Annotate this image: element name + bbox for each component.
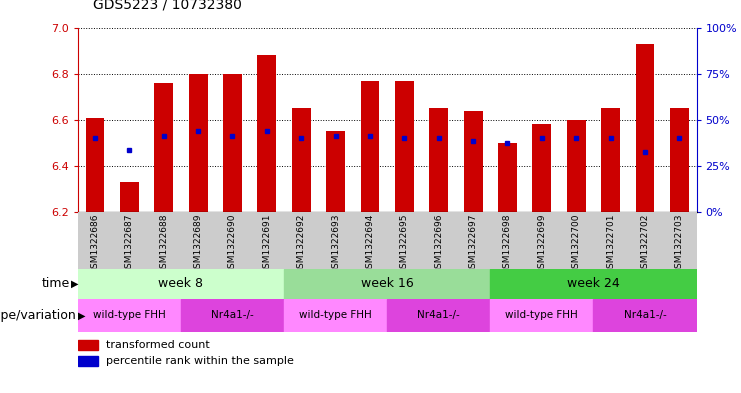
Text: wild-type FHH: wild-type FHH [299, 310, 372, 320]
Bar [491, 269, 697, 299]
Bar [464, 111, 482, 212]
Bar [78, 269, 284, 299]
Text: GSM1322691: GSM1322691 [262, 213, 271, 274]
Bar [223, 74, 242, 212]
Text: wild-type FHH: wild-type FHH [505, 310, 578, 320]
Bar [387, 299, 491, 332]
Bar [670, 108, 689, 212]
Bar [284, 269, 491, 299]
Bar [284, 299, 387, 332]
Text: week 24: week 24 [567, 277, 619, 290]
Text: time: time [41, 277, 70, 290]
Bar [181, 299, 284, 332]
Text: week 8: week 8 [159, 277, 204, 290]
Text: GSM1322690: GSM1322690 [228, 213, 237, 274]
Bar [567, 120, 585, 212]
Text: Nr4a1-/-: Nr4a1-/- [417, 310, 460, 320]
Text: GSM1322692: GSM1322692 [296, 213, 306, 274]
Bar [78, 299, 181, 332]
Bar [78, 356, 99, 366]
Bar [189, 74, 207, 212]
Text: GSM1322700: GSM1322700 [572, 213, 581, 274]
Text: ▶: ▶ [78, 310, 85, 320]
Text: GSM1322689: GSM1322689 [193, 213, 202, 274]
Bar [601, 108, 620, 212]
Bar [257, 55, 276, 212]
Text: GSM1322701: GSM1322701 [606, 213, 615, 274]
Text: GSM1322693: GSM1322693 [331, 213, 340, 274]
Text: wild-type FHH: wild-type FHH [93, 310, 166, 320]
Text: GSM1322703: GSM1322703 [675, 213, 684, 274]
Text: GSM1322688: GSM1322688 [159, 213, 168, 274]
Bar [636, 44, 654, 212]
Text: percentile rank within the sample: percentile rank within the sample [106, 356, 293, 366]
Bar [498, 143, 517, 212]
Text: GSM1322699: GSM1322699 [537, 213, 546, 274]
Bar [78, 340, 99, 350]
Bar [532, 125, 551, 212]
Bar [491, 299, 594, 332]
Bar [154, 83, 173, 212]
Text: GSM1322702: GSM1322702 [640, 213, 649, 274]
Bar [292, 108, 310, 212]
Bar [85, 118, 104, 212]
Text: genotype/variation: genotype/variation [0, 309, 76, 322]
Text: GSM1322695: GSM1322695 [400, 213, 409, 274]
Text: Nr4a1-/-: Nr4a1-/- [211, 310, 254, 320]
Text: week 16: week 16 [361, 277, 413, 290]
Text: ▶: ▶ [71, 279, 79, 289]
Text: GSM1322698: GSM1322698 [503, 213, 512, 274]
Text: GSM1322697: GSM1322697 [468, 213, 478, 274]
Text: GDS5223 / 10732380: GDS5223 / 10732380 [93, 0, 242, 12]
Bar [429, 108, 448, 212]
Text: GSM1322696: GSM1322696 [434, 213, 443, 274]
Text: GSM1322686: GSM1322686 [90, 213, 99, 274]
Text: Nr4a1-/-: Nr4a1-/- [624, 310, 666, 320]
Bar [326, 131, 345, 212]
Bar [361, 81, 379, 212]
Bar [395, 81, 413, 212]
Text: transformed count: transformed count [106, 340, 210, 350]
Bar [594, 299, 697, 332]
Text: GSM1322694: GSM1322694 [365, 213, 374, 274]
Bar [120, 182, 139, 212]
Text: GSM1322687: GSM1322687 [125, 213, 134, 274]
